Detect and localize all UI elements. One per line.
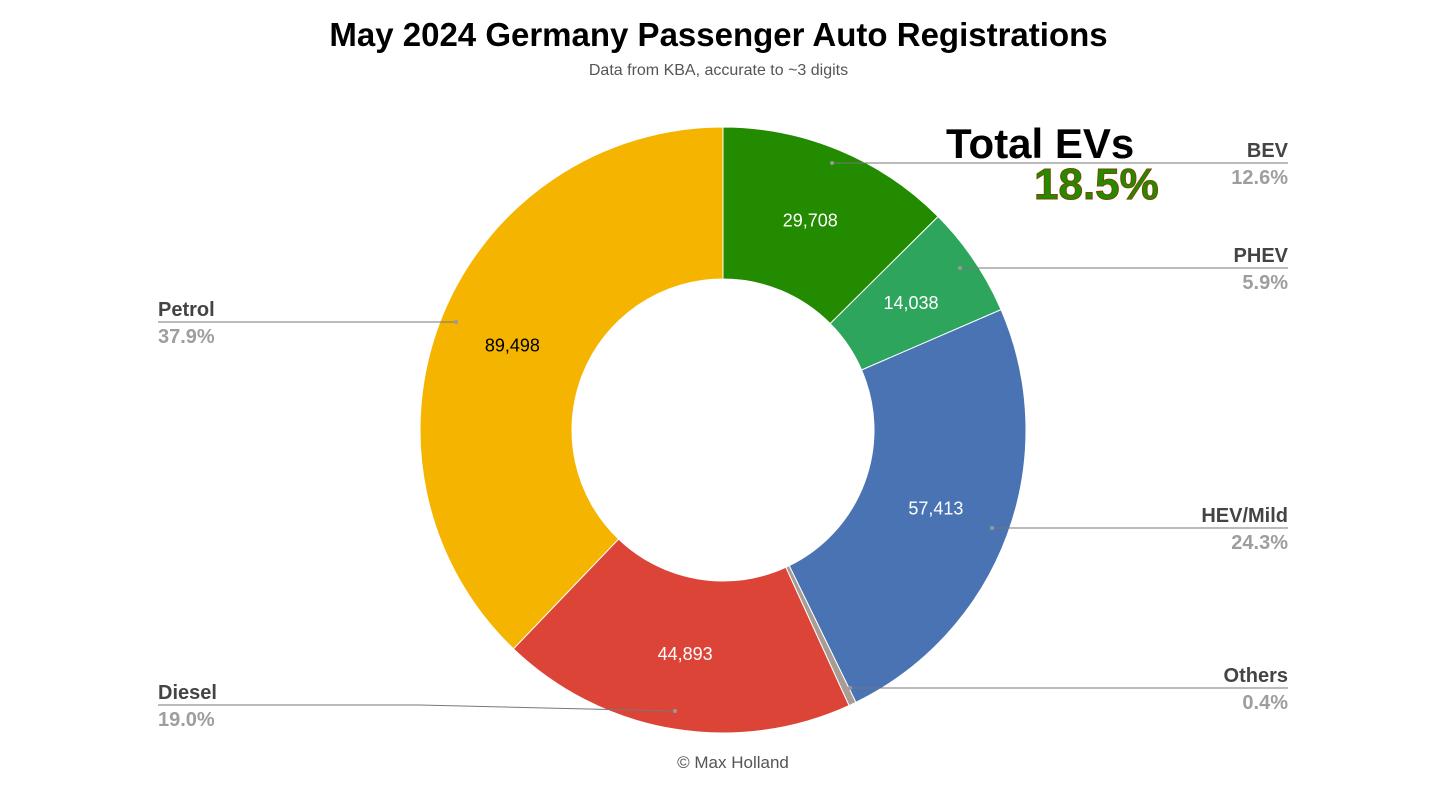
label-name-diesel: Diesel	[158, 682, 217, 704]
leader-dot-others	[848, 686, 852, 690]
label-name-hev-mild: HEV/Mild	[1201, 505, 1288, 527]
slice-diesel	[512, 538, 850, 734]
total-evs-title: Total EVs	[946, 120, 1135, 167]
label-percent-diesel: 19.0%	[158, 709, 215, 731]
credit: © Max Holland	[677, 753, 789, 772]
value-label-phev: 14,038	[883, 293, 938, 313]
label-percent-others: 0.4%	[1242, 692, 1288, 714]
label-percent-bev: 12.6%	[1231, 167, 1288, 189]
value-label-petrol: 89,498	[485, 335, 540, 355]
label-name-phev: PHEV	[1234, 245, 1289, 267]
slice-bev	[722, 126, 939, 325]
leader-dot-petrol	[454, 320, 458, 324]
leader-dot-diesel	[673, 709, 677, 713]
total-evs-percent: 18.5%	[1034, 160, 1160, 210]
label-name-others: Others	[1224, 665, 1288, 687]
slice-hev-mild	[788, 308, 1027, 703]
leader-dot-bev	[830, 161, 834, 165]
slice-petrol	[419, 126, 724, 650]
label-percent-hev-mild: 24.3%	[1231, 532, 1288, 554]
value-label-diesel: 44,893	[658, 644, 713, 664]
leader-dot-phev	[958, 266, 962, 270]
leader-dot-hev-mild	[990, 526, 994, 530]
label-name-petrol: Petrol	[158, 299, 215, 321]
label-percent-petrol: 37.9%	[158, 326, 215, 348]
chart-title: May 2024 Germany Passenger Auto Registra…	[329, 16, 1108, 53]
value-label-hev-mild: 57,413	[908, 499, 963, 519]
leader-line-diesel	[158, 704, 676, 712]
value-label-bev: 29,708	[783, 210, 838, 230]
label-name-bev: BEV	[1247, 140, 1289, 162]
chart-subtitle: Data from KBA, accurate to ~3 digits	[588, 62, 849, 79]
label-percent-phev: 5.9%	[1242, 272, 1288, 294]
